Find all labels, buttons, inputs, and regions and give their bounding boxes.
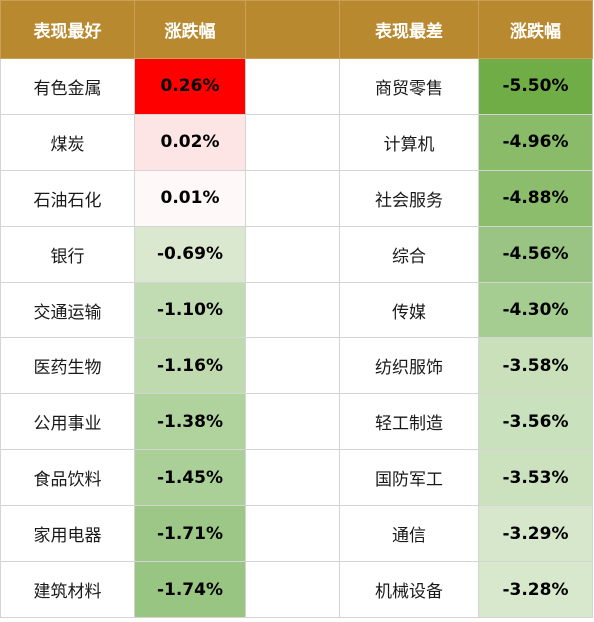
best-industry-change: -1.45% (134, 449, 246, 507)
header-row: 表现最好 涨跌幅 表现最差 涨跌幅 (0, 0, 593, 59)
best-industry-change: -1.74% (134, 561, 246, 618)
worst-industry-name: 计算机 (339, 113, 479, 171)
worst-industry-change: -4.30% (478, 281, 593, 339)
best-industry-name: 家用电器 (0, 505, 135, 563)
column-gap (245, 113, 340, 171)
best-industry-name: 医药生物 (0, 337, 135, 395)
best-industry-name: 石油石化 (0, 169, 135, 227)
worst-industry-change: -3.29% (478, 505, 593, 563)
column-gap (245, 505, 340, 563)
worst-change-header: 涨跌幅 (478, 0, 593, 59)
best-industry-change: 0.26% (134, 58, 246, 115)
best-industry-name: 银行 (0, 225, 135, 283)
table-row: 银行 -0.69% 综合 -4.56% (0, 225, 593, 283)
table-row: 家用电器 -1.71% 通信 -3.29% (0, 505, 593, 563)
table-row: 石油石化 0.01% 社会服务 -4.88% (0, 169, 593, 227)
table-row: 医药生物 -1.16% 纺织服饰 -3.58% (0, 337, 593, 395)
worst-industry-change: -3.58% (478, 337, 593, 395)
best-header: 表现最好 (0, 0, 135, 59)
worst-industry-name: 综合 (339, 225, 479, 283)
worst-industry-change: -3.56% (478, 393, 593, 451)
best-industry-name: 交通运输 (0, 281, 135, 339)
best-industry-name: 食品饮料 (0, 449, 135, 507)
table-row: 煤炭 0.02% 计算机 -4.96% (0, 113, 593, 171)
column-gap (245, 169, 340, 227)
column-gap (245, 449, 340, 507)
best-change-header: 涨跌幅 (134, 0, 246, 59)
worst-industry-change: -3.53% (478, 449, 593, 507)
worst-industry-name: 通信 (339, 505, 479, 563)
best-industry-change: -1.16% (134, 337, 246, 395)
worst-industry-name: 机械设备 (339, 561, 479, 618)
best-industry-change: 0.01% (134, 169, 246, 227)
best-industry-change: -1.71% (134, 505, 246, 563)
table-row: 建筑材料 -1.74% 机械设备 -3.28% (0, 561, 593, 618)
best-industry-name: 公用事业 (0, 393, 135, 451)
table-row: 有色金属 0.26% 商贸零售 -5.50% (0, 58, 593, 115)
column-gap (245, 281, 340, 339)
worst-industry-change: -4.88% (478, 169, 593, 227)
worst-industry-name: 纺织服饰 (339, 337, 479, 395)
worst-industry-name: 轻工制造 (339, 393, 479, 451)
best-industry-name: 建筑材料 (0, 561, 135, 618)
column-gap (245, 393, 340, 451)
best-industry-name: 煤炭 (0, 113, 135, 171)
best-industry-change: -1.38% (134, 393, 246, 451)
table-row: 食品饮料 -1.45% 国防军工 -3.53% (0, 449, 593, 507)
worst-industry-change: -5.50% (478, 58, 593, 115)
table-row: 交通运输 -1.10% 传媒 -4.30% (0, 281, 593, 339)
header-gap (245, 0, 340, 59)
worst-industry-name: 商贸零售 (339, 58, 479, 115)
best-industry-change: -0.69% (134, 225, 246, 283)
worst-industry-name: 社会服务 (339, 169, 479, 227)
worst-industry-change: -4.56% (478, 225, 593, 283)
column-gap (245, 58, 340, 115)
worst-header: 表现最差 (339, 0, 479, 59)
column-gap (245, 225, 340, 283)
table-row: 公用事业 -1.38% 轻工制造 -3.56% (0, 393, 593, 451)
worst-industry-name: 国防军工 (339, 449, 479, 507)
best-industry-name: 有色金属 (0, 58, 135, 115)
best-industry-change: -1.10% (134, 281, 246, 339)
worst-industry-change: -3.28% (478, 561, 593, 618)
worst-industry-change: -4.96% (478, 113, 593, 171)
worst-industry-name: 传媒 (339, 281, 479, 339)
column-gap (245, 561, 340, 618)
best-industry-change: 0.02% (134, 113, 246, 171)
column-gap (245, 337, 340, 395)
